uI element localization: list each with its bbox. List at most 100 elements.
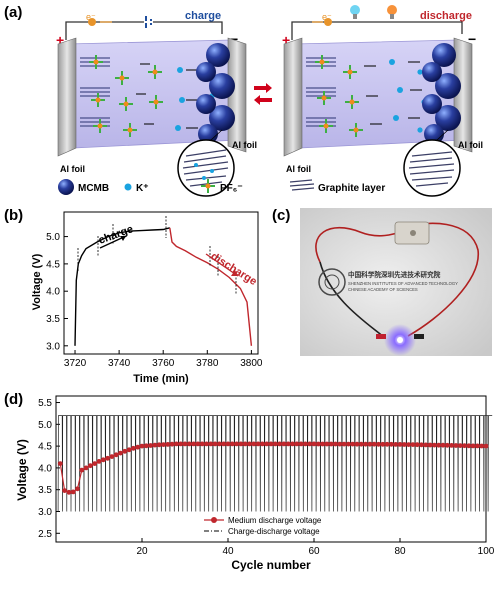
y-tick-label: 5.0 — [38, 420, 52, 431]
medium-voltage-point — [122, 448, 128, 454]
y-tick-label: 5.5 — [38, 398, 52, 409]
chart-b-frame — [63, 211, 259, 355]
medium-voltage-point — [217, 441, 222, 447]
medium-voltage-point — [135, 444, 141, 450]
medium-voltage-point — [260, 441, 265, 447]
chart-d-ylabel: Voltage (V) — [15, 439, 29, 501]
medium-voltage-point — [83, 465, 89, 471]
y-tick-label: 3.5 — [46, 314, 60, 325]
y-tick-label: 4.5 — [38, 442, 52, 453]
medium-voltage-point — [311, 441, 317, 447]
medium-voltage-point — [143, 443, 149, 449]
medium-voltage-point — [303, 441, 308, 447]
panel-b-label: (b) — [4, 207, 23, 224]
medium-voltage-point — [148, 443, 154, 448]
medium-voltage-point — [427, 442, 433, 448]
medium-voltage-point — [225, 441, 231, 447]
x-tick-label: 3800 — [240, 358, 263, 369]
x-tick-label: 60 — [308, 546, 320, 557]
graphite-legend-label: Graphite layer — [318, 183, 385, 194]
discharge-curve — [169, 227, 253, 346]
medium-voltage-point — [75, 486, 80, 492]
medium-voltage-point — [475, 443, 480, 449]
medium-voltage-point — [389, 441, 394, 447]
medium-voltage-point — [57, 461, 63, 466]
medium-voltage-point — [277, 441, 282, 447]
sign-english-line-2: CHINESE ACADEMY OF SCIENCES — [348, 287, 418, 292]
chart-d-xlabel: Cycle number — [231, 558, 311, 572]
medium-voltage-point — [66, 489, 72, 495]
medium-voltage-point — [324, 441, 330, 447]
panel-a: (a) e⁻ charge + − — [4, 4, 483, 197]
medium-voltage-point — [298, 441, 304, 447]
k-legend-label: K⁺ — [136, 183, 149, 194]
cell-charge: e⁻ charge + − — [56, 10, 257, 197]
medium-voltage-point — [483, 443, 489, 449]
panel-c-label: (c) — [272, 207, 290, 224]
k-legend-icon — [124, 183, 132, 191]
al-foil-label-left: Al foil — [60, 164, 85, 174]
chart-d-medium-series — [57, 441, 489, 495]
lightbulb-icon-orange — [387, 5, 397, 19]
battery-tab — [410, 230, 416, 236]
sign-logo — [318, 268, 346, 296]
medium-voltage-point — [139, 443, 145, 449]
medium-voltage-point — [212, 441, 218, 447]
chart-d-yticks: 2.5 3.0 3.5 4.0 4.5 5.0 5.5 — [38, 398, 60, 540]
chart-d-xticks: 20 40 60 80 100 — [136, 538, 495, 557]
x-tick-label: 40 — [222, 546, 234, 557]
mcmb-spheres — [196, 43, 235, 144]
medium-voltage-point — [272, 441, 278, 447]
x-tick-label: 3740 — [108, 358, 131, 369]
y-tick-label: 5.0 — [46, 232, 60, 243]
medium-voltage-point — [462, 443, 467, 449]
x-tick-label: 100 — [478, 546, 495, 557]
chart-d-frame — [55, 395, 487, 543]
electron-label: e⁻ — [322, 12, 332, 22]
medium-voltage-point — [62, 488, 67, 493]
panel-d: (d) 2.5 3.0 3.5 4.0 4.5 5.0 5.5 20 40 60 80 100 Vo… — [4, 391, 495, 572]
medium-voltage-point — [406, 442, 411, 447]
medium-voltage-point — [238, 441, 244, 447]
x-tick-label: 20 — [136, 546, 148, 557]
y-tick-label: 3.0 — [46, 341, 60, 352]
medium-voltage-point — [264, 441, 270, 447]
panel-c: (c) 中国科学院深圳先进技术研究院 SHENZHEN INSTITUTES O… — [272, 207, 492, 356]
medium-voltage-point — [449, 443, 454, 448]
al-foil-label-left: Al foil — [286, 164, 311, 174]
medium-voltage-point — [152, 442, 158, 448]
medium-voltage-point — [419, 442, 424, 448]
medium-voltage-point — [328, 441, 334, 447]
legend-medium-marker — [211, 517, 217, 523]
charge-curve — [74, 227, 170, 346]
chart-b-dashed-markers — [77, 216, 237, 294]
positive-sign: + — [56, 32, 64, 48]
x-tick-label: 3720 — [64, 358, 87, 369]
medium-voltage-point — [363, 441, 368, 447]
medium-voltage-point — [290, 441, 295, 447]
sign-chinese-text: 中国科学院深圳先进技术研究院 — [348, 270, 441, 279]
medium-voltage-point — [92, 461, 98, 466]
y-tick-label: 3.5 — [38, 485, 52, 496]
negative-sign: − — [468, 31, 476, 47]
black-clip — [414, 334, 424, 339]
medium-voltage-point — [195, 441, 201, 447]
lightbulb-icon-blue — [350, 5, 360, 19]
medium-voltage-point — [105, 455, 110, 461]
medium-voltage-point — [208, 441, 214, 447]
x-tick-label: 80 — [394, 546, 406, 557]
medium-voltage-point — [307, 441, 313, 447]
medium-voltage-point — [432, 442, 437, 448]
medium-voltage-point — [156, 442, 162, 448]
electron-icon — [324, 18, 332, 26]
medium-voltage-point — [131, 445, 136, 451]
y-tick-label: 4.0 — [46, 287, 60, 298]
medium-voltage-point — [255, 441, 261, 447]
medium-voltage-point — [113, 452, 119, 458]
medium-voltage-point — [247, 441, 252, 447]
medium-voltage-point — [380, 441, 386, 447]
charge-discharge-trace — [57, 415, 493, 512]
medium-voltage-point — [242, 441, 248, 447]
medium-voltage-point — [161, 442, 166, 447]
